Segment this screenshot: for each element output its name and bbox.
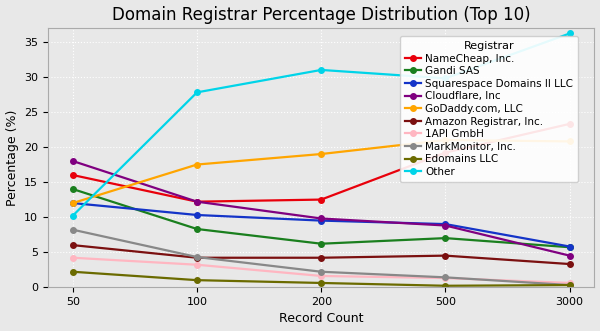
Other	[193, 90, 200, 94]
NameCheap, Inc.	[69, 173, 76, 177]
MarkMonitor, Inc.	[69, 228, 76, 232]
MarkMonitor, Inc.	[317, 270, 325, 274]
1API GmbH	[193, 263, 200, 267]
GoDaddy.com, LLC	[566, 139, 573, 143]
Other	[442, 76, 449, 80]
Gandi SAS	[566, 245, 573, 249]
Squarespace Domains II LLC	[442, 222, 449, 226]
Squarespace Domains II LLC	[566, 245, 573, 249]
Line: Cloudflare, Inc: Cloudflare, Inc	[70, 158, 572, 259]
NameCheap, Inc.	[317, 198, 325, 202]
Gandi SAS	[442, 236, 449, 240]
NameCheap, Inc.	[442, 151, 449, 155]
Line: Squarespace Domains II LLC: Squarespace Domains II LLC	[70, 200, 572, 249]
Cloudflare, Inc	[566, 254, 573, 258]
Line: NameCheap, Inc.: NameCheap, Inc.	[70, 121, 572, 205]
Line: 1API GmbH: 1API GmbH	[70, 255, 572, 286]
Legend: NameCheap, Inc., Gandi SAS, Squarespace Domains II LLC, Cloudflare, Inc, GoDaddy: NameCheap, Inc., Gandi SAS, Squarespace …	[400, 36, 578, 182]
Line: Edomains LLC: Edomains LLC	[70, 269, 572, 289]
Amazon Registrar, Inc.	[317, 256, 325, 260]
Squarespace Domains II LLC	[69, 201, 76, 205]
Line: MarkMonitor, Inc.: MarkMonitor, Inc.	[70, 227, 572, 288]
MarkMonitor, Inc.	[442, 275, 449, 279]
NameCheap, Inc.	[566, 122, 573, 126]
Other	[69, 214, 76, 218]
Title: Domain Registrar Percentage Distribution (Top 10): Domain Registrar Percentage Distribution…	[112, 6, 530, 24]
Gandi SAS	[317, 242, 325, 246]
Gandi SAS	[193, 227, 200, 231]
Cloudflare, Inc	[193, 200, 200, 204]
Other	[317, 68, 325, 72]
MarkMonitor, Inc.	[566, 283, 573, 287]
1API GmbH	[442, 276, 449, 280]
Amazon Registrar, Inc.	[442, 254, 449, 258]
Amazon Registrar, Inc.	[69, 243, 76, 247]
Cloudflare, Inc	[442, 223, 449, 227]
Squarespace Domains II LLC	[317, 218, 325, 222]
NameCheap, Inc.	[193, 200, 200, 204]
1API GmbH	[317, 274, 325, 278]
Cloudflare, Inc	[317, 216, 325, 220]
Edomains LLC	[566, 283, 573, 287]
Edomains LLC	[442, 284, 449, 288]
GoDaddy.com, LLC	[442, 138, 449, 142]
Edomains LLC	[69, 270, 76, 274]
Line: GoDaddy.com, LLC: GoDaddy.com, LLC	[70, 137, 572, 206]
Amazon Registrar, Inc.	[566, 262, 573, 266]
Edomains LLC	[193, 278, 200, 282]
GoDaddy.com, LLC	[69, 201, 76, 205]
Other	[566, 31, 573, 35]
GoDaddy.com, LLC	[317, 152, 325, 156]
Y-axis label: Percentage (%): Percentage (%)	[5, 109, 19, 206]
MarkMonitor, Inc.	[193, 255, 200, 259]
Cloudflare, Inc	[69, 159, 76, 163]
Amazon Registrar, Inc.	[193, 256, 200, 260]
1API GmbH	[69, 256, 76, 260]
Gandi SAS	[69, 187, 76, 191]
Line: Other: Other	[70, 31, 572, 218]
1API GmbH	[566, 281, 573, 285]
Line: Amazon Registrar, Inc.: Amazon Registrar, Inc.	[70, 242, 572, 267]
GoDaddy.com, LLC	[193, 163, 200, 166]
X-axis label: Record Count: Record Count	[279, 312, 364, 325]
Line: Gandi SAS: Gandi SAS	[70, 186, 572, 250]
Edomains LLC	[317, 281, 325, 285]
Squarespace Domains II LLC	[193, 213, 200, 217]
